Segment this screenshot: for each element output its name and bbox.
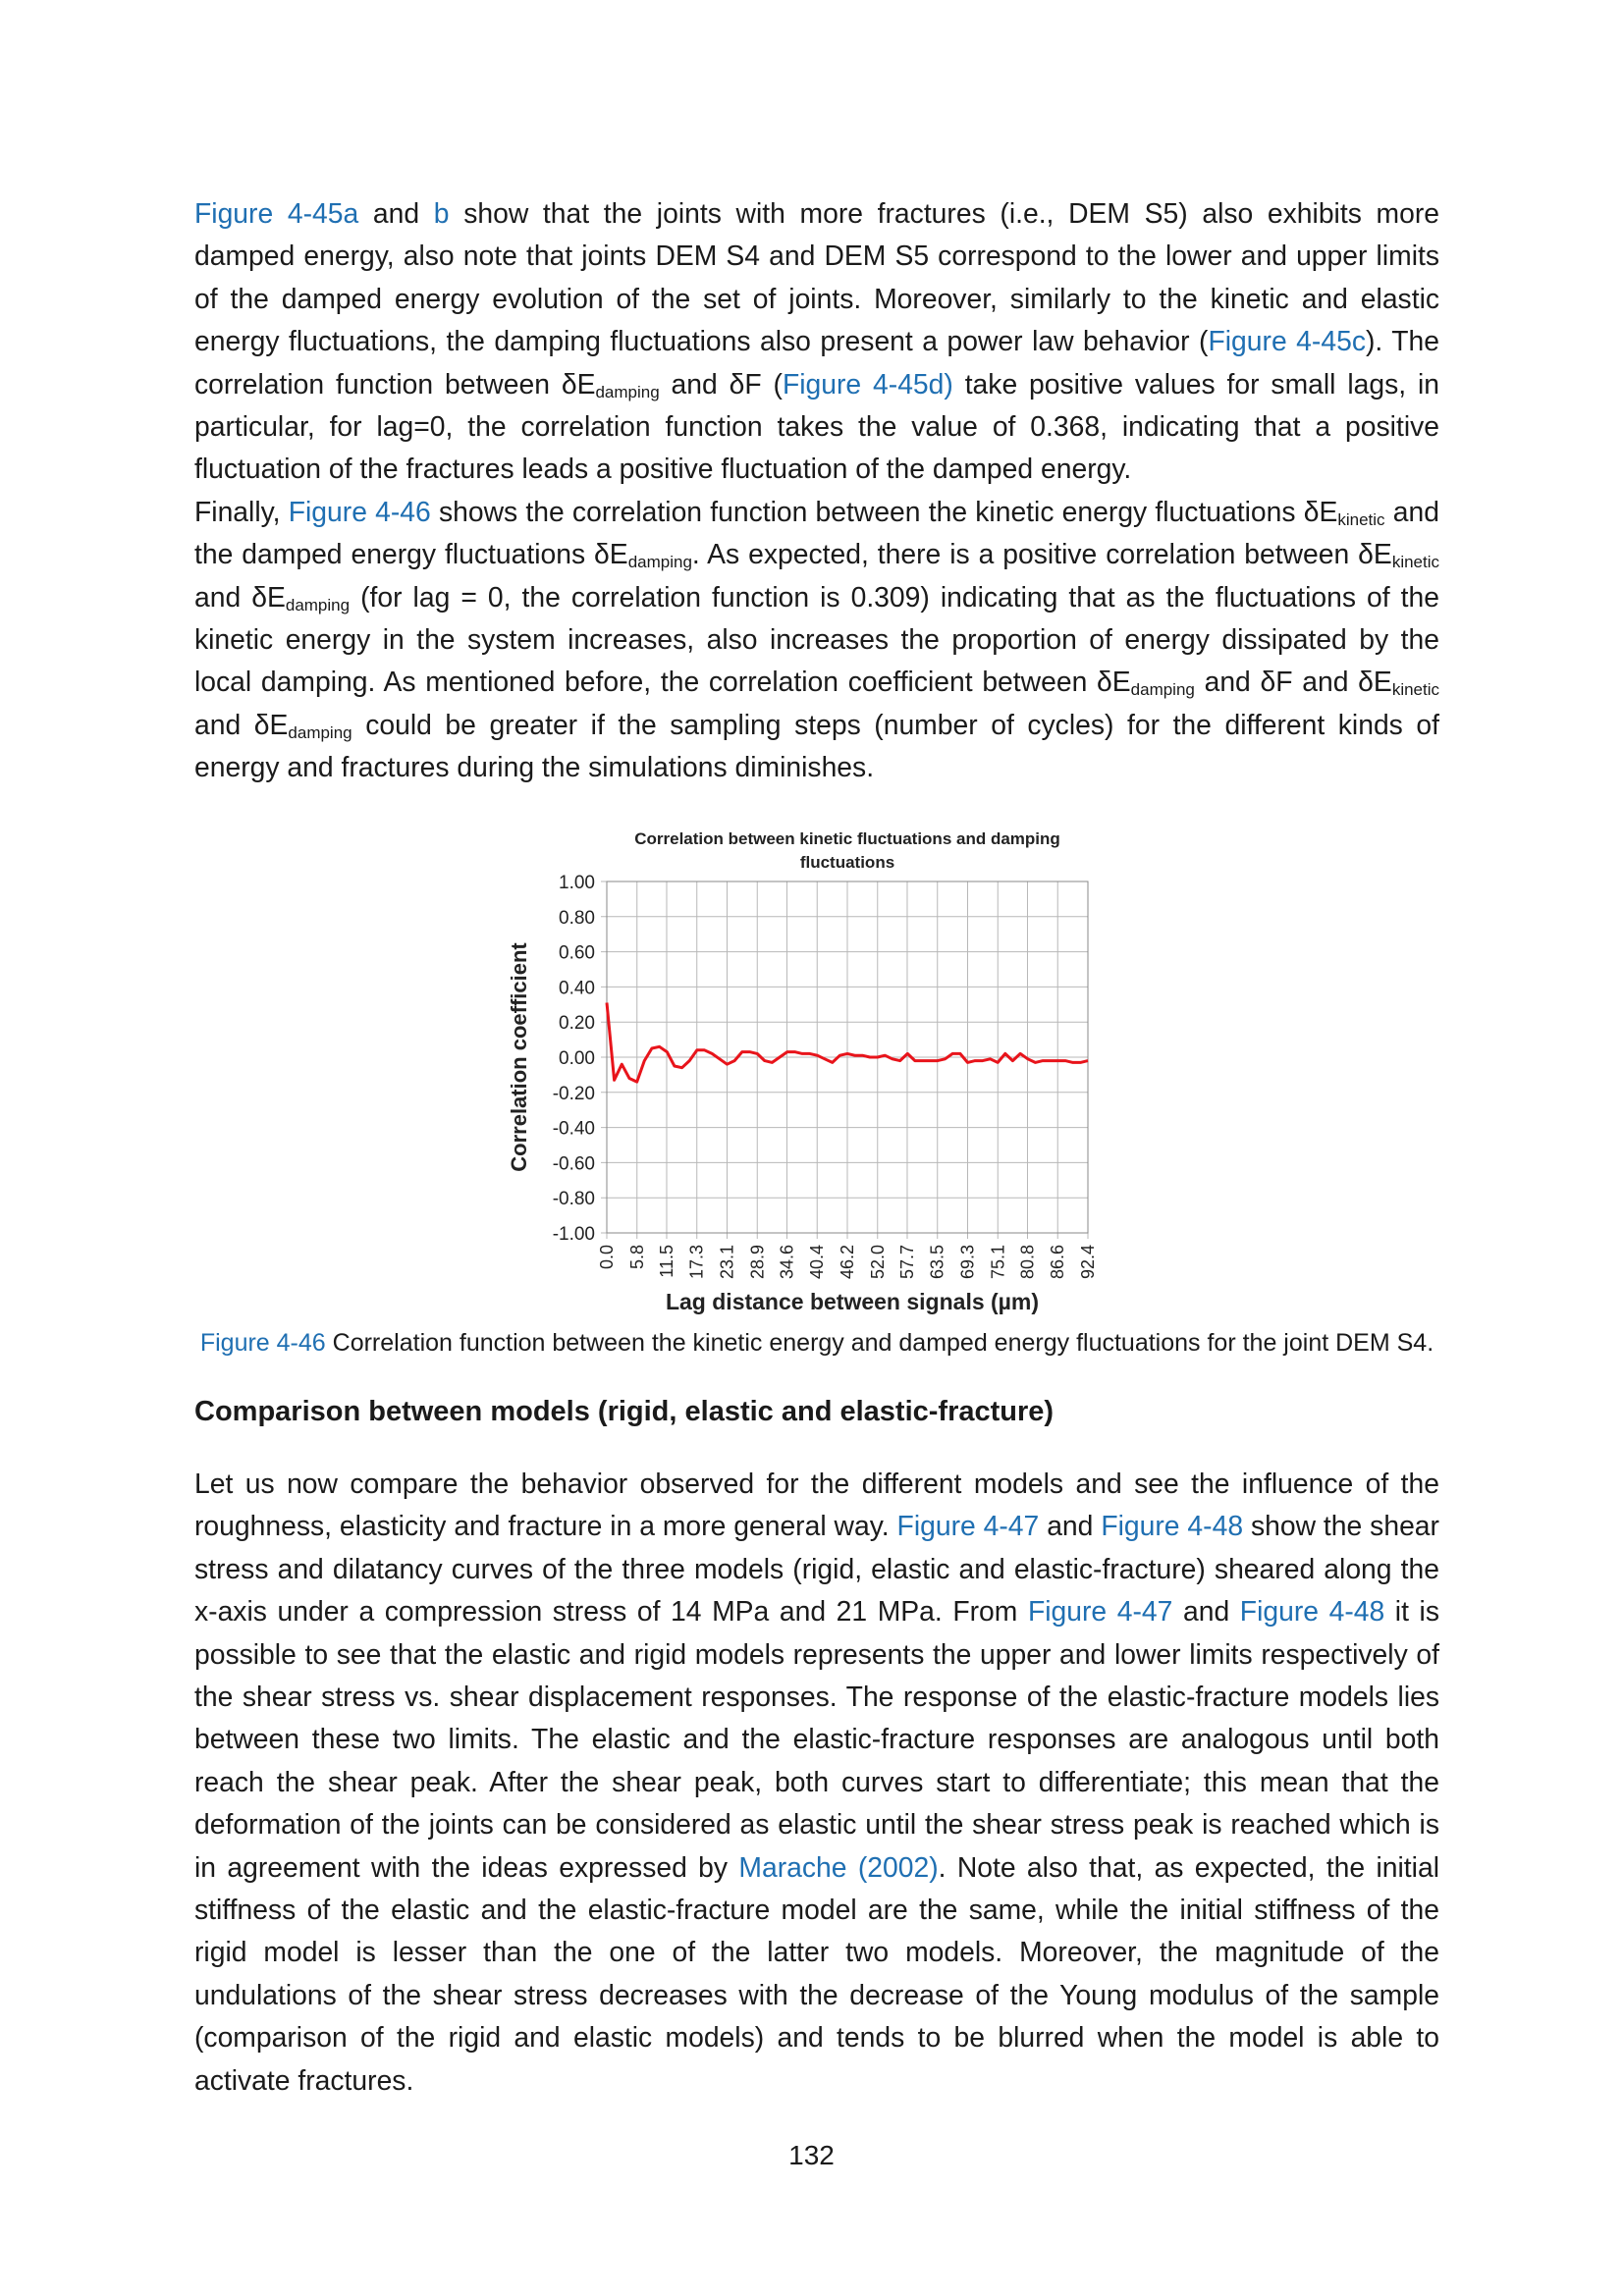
figure-link[interactable]: Figure 4-47 [896,1510,1040,1542]
x-tick-label: 28.9 [747,1245,767,1279]
x-tick-label: 52.0 [868,1245,888,1279]
y-tick-label: -0.60 [553,1153,595,1174]
text-run: ). The correlation function between δE [194,325,1439,400]
y-tick-label: 0.00 [559,1048,595,1069]
y-tick-label: 0.40 [559,978,595,998]
x-tick-label: 75.1 [988,1245,1007,1279]
text-run: . Note also that, as expected, the initi… [194,1850,1439,2096]
y-axis-label: Correlation coefficient [507,942,531,1172]
page-number: 132 [788,2140,835,2170]
subscript: kinetic [1391,553,1439,572]
subscript: damping [1130,680,1195,700]
body-text-bottom: Let us now compare the behavior observed… [194,1463,1439,2102]
x-tick-labels: 0.0 5.8 11.5 17.3 23.1 28.9 34.6 40.4 46.2 52.0 57… [597,1245,1098,1279]
text-run: (for lag = 0, the correlation function i… [194,580,1439,698]
y-tick-label: 1.00 [559,873,595,893]
chart-grid [601,881,1089,1239]
subscript: kinetic [1391,680,1439,700]
body-text-top: Figure 4-45a and b show that the joints … [194,192,1439,789]
x-tick-label: 17.3 [687,1245,707,1279]
chart-title-line-2: fluctuations [800,853,894,872]
text-run: . As expected, there is a positive corre… [691,538,1392,570]
paragraph-3: Let us now compare the behavior observed… [194,1463,1439,2102]
text-run: Finally, [194,495,289,527]
y-tick-labels: 1.00 0.80 0.60 0.40 0.20 0.00 -0.20 -0.40 -0.60 -… [553,873,595,1245]
figure-link[interactable]: Figure 4-46 [288,495,431,527]
text-run: could be greater if the sampling steps (… [194,708,1439,783]
figure-link[interactable]: Figure 4-45a [194,197,359,229]
y-tick-label: 0.60 [559,943,595,964]
figure-link[interactable]: Figure 4-46 [199,1329,326,1357]
text-run: and δF and δE [1194,666,1392,698]
text-run: Let us now compare the behavior observed… [194,1468,1439,1542]
section-heading: Comparison between models (rigid, elasti… [194,1396,1055,1427]
y-tick-label: -0.40 [553,1119,595,1140]
paragraph-2: Finally, Figure 4-46 shows the correlati… [194,491,1439,789]
figure-link[interactable]: Figure 4-47 [1027,1595,1173,1628]
plot-area-frame [606,881,1089,1234]
x-tick-label: 57.7 [897,1245,917,1279]
figure-link[interactable]: Figure 4-45c [1208,325,1366,357]
y-tick-label: 0.20 [559,1013,595,1034]
x-tick-label: 80.8 [1017,1245,1037,1279]
x-tick-label: 46.2 [838,1245,857,1279]
subscript: damping [595,382,660,401]
text-run: and the damped energy fluctuations δE [194,495,1439,570]
series-line [605,1002,1089,1084]
subscript: damping [288,722,352,742]
figure-link[interactable]: Figure 4-45d) [782,367,953,400]
subscript: damping [285,595,351,614]
x-tick-label: 86.6 [1048,1245,1067,1279]
figure-link[interactable]: Figure 4-48 [1101,1510,1244,1542]
y-tick-label: 0.80 [559,908,595,929]
x-tick-label: 34.6 [777,1245,796,1279]
subscript: kinetic [1337,509,1385,529]
caption-text: Correlation function between the kinetic… [325,1329,1434,1357]
x-tick-label: 5.8 [627,1245,647,1269]
x-tick-label: 40.4 [807,1245,827,1279]
figure-link[interactable]: b [433,197,450,229]
text-run: show the shear stress and dilatancy curv… [194,1510,1439,1628]
x-tick-label: 23.1 [718,1245,737,1279]
chart-svg: Correlation between kinetic fluctuations… [507,829,1098,1314]
x-tick-label: 92.4 [1078,1245,1098,1279]
text-run: and δE [194,580,286,613]
text-run: and δF ( [659,367,783,400]
y-tick-label: -1.00 [553,1224,595,1245]
correlation-chart: Correlation between kinetic fluctuations… [499,825,1108,1315]
x-tick-label: 69.3 [958,1245,978,1279]
x-axis-label: Lag distance between signals (µm) [666,1289,1039,1314]
y-tick-label: -0.20 [553,1084,595,1104]
x-tick-label: 63.5 [928,1245,947,1279]
text-run: it is possible to see that the elastic a… [194,1595,1439,1883]
text-run: shows the correlation function between t… [430,495,1338,527]
figure-caption: Figure 4-46 Correlation function between… [194,1327,1439,1360]
text-run: and [358,197,434,229]
text-run: take positive values for small lags, in … [194,367,1439,485]
figure-link[interactable]: Figure 4-48 [1239,1595,1385,1628]
paragraph-1: Figure 4-45a and b show that the joints … [194,192,1439,491]
text-run: and [1039,1510,1102,1542]
citation-link[interactable]: Marache (2002) [738,1850,939,1883]
text-run: and [1172,1595,1240,1628]
y-tick-label: -0.80 [553,1189,595,1209]
x-tick-label: 0.0 [597,1245,617,1269]
chart-title-line-1: Correlation between kinetic fluctuations… [634,829,1060,848]
text-run: and δE [194,708,289,740]
subscript: damping [627,553,692,572]
x-tick-label: 11.5 [657,1245,676,1278]
text-run: show that the joints with more fractures… [194,197,1439,357]
